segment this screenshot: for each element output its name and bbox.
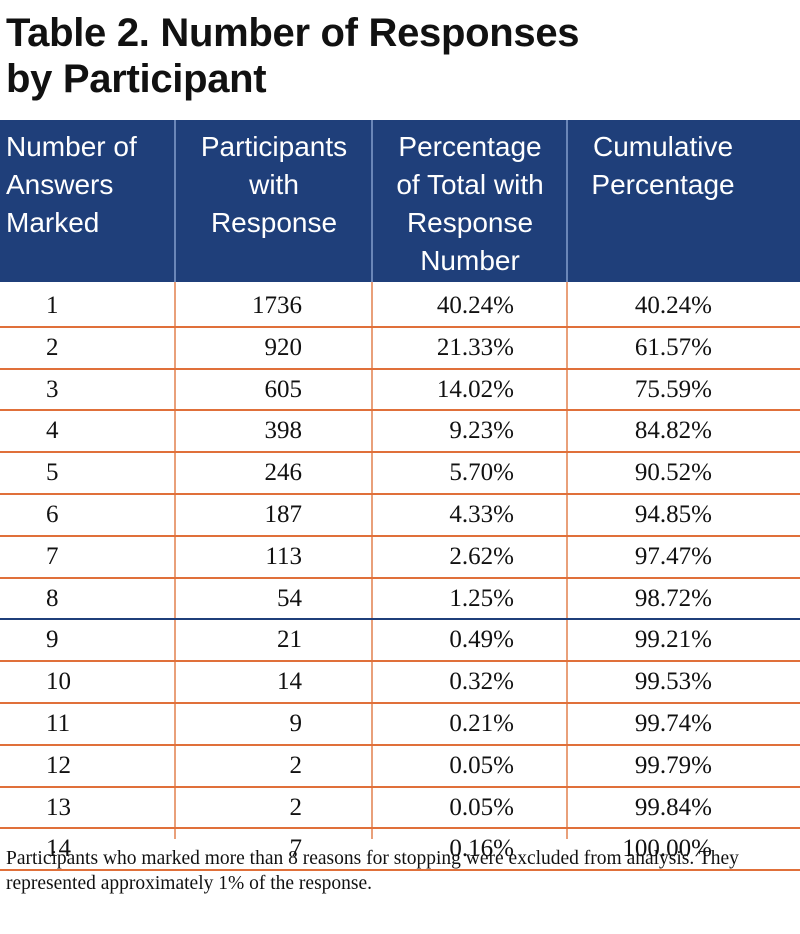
percentage: 0.05% — [449, 751, 514, 779]
header-answers-marked: Number of Answers Marked — [6, 131, 137, 238]
answers-marked: 14 — [46, 835, 71, 863]
percentage: 0.16% — [449, 835, 514, 863]
table-row: 8 54 1.25% 98.72% — [0, 579, 800, 621]
table-row: 1 1736 40.24% 40.24% — [0, 286, 800, 328]
percentage: 2.62% — [449, 542, 514, 570]
cumulative-percentage: 61.57% — [634, 333, 712, 361]
participants-count: 113 — [265, 542, 302, 570]
cumulative-percentage: 90.52% — [634, 459, 712, 487]
answers-marked: 7 — [46, 542, 59, 570]
answers-marked: 1 — [46, 292, 59, 319]
participants-count: 246 — [264, 459, 303, 487]
table-row: 9 21 0.49% 99.21% — [0, 620, 800, 663]
column-divider — [371, 282, 373, 839]
percentage: 1.25% — [449, 584, 514, 612]
participants-count: 21 — [277, 626, 302, 654]
participants-count: 9 — [289, 709, 303, 737]
table-row: 13 2 0.05% 99.84% — [0, 788, 800, 830]
table-row: 7 113 2.62% 97.47% — [0, 537, 800, 579]
table-row: 14 7 0.16% 100.00% — [0, 829, 800, 872]
answers-marked: 8 — [46, 584, 59, 612]
column-divider — [174, 282, 176, 839]
cumulative-percentage: 99.79% — [634, 751, 712, 779]
cumulative-percentage: 94.85% — [634, 500, 712, 528]
answers-marked: 13 — [46, 793, 71, 821]
percentage: 9.23% — [449, 417, 514, 445]
participants-count: 14 — [277, 668, 302, 696]
header-participants: Participants with Response — [200, 131, 348, 238]
participants-count: 920 — [264, 333, 303, 361]
header-divider — [174, 120, 176, 282]
title-line-1: Table 2. Number of Responses — [6, 11, 580, 55]
table-row: 4 398 9.23% 84.82% — [0, 411, 800, 454]
participants-count: 7 — [289, 835, 303, 863]
percentage: 4.33% — [449, 500, 514, 528]
cumulative-percentage: 40.24% — [634, 292, 712, 319]
answers-marked: 3 — [46, 375, 59, 403]
participants-count: 187 — [264, 500, 303, 528]
participants-count: 2 — [289, 751, 303, 779]
answers-marked: 2 — [46, 333, 59, 361]
table-row: 6 187 4.33% 94.85% — [0, 495, 800, 537]
cumulative-percentage: 99.21% — [634, 626, 712, 654]
cumulative-percentage: 100.00% — [622, 835, 712, 863]
percentage: 40.24% — [436, 292, 514, 319]
percentage: 0.05% — [449, 793, 514, 821]
percentage: 14.02% — [436, 375, 514, 403]
percentage: 0.21% — [449, 709, 514, 737]
table-row: 5 246 5.70% 90.52% — [0, 453, 800, 495]
cumulative-percentage: 84.82% — [634, 417, 712, 445]
participants-count: 2 — [289, 793, 303, 821]
header-cumulative: Cumulative Percentage — [591, 131, 735, 200]
cumulative-percentage: 75.59% — [634, 375, 712, 403]
cumulative-percentage: 97.47% — [634, 542, 712, 570]
table-row: 3 605 14.02% 75.59% — [0, 370, 800, 412]
percentage: 5.70% — [449, 459, 514, 487]
cumulative-percentage: 99.74% — [634, 709, 712, 737]
answers-marked: 5 — [46, 459, 59, 487]
cumulative-percentage: 99.53% — [634, 668, 712, 696]
table-footnote: Participants who marked more than 8 reas… — [6, 848, 739, 894]
participants-count: 1736 — [252, 292, 302, 319]
table-row: 12 2 0.05% 99.79% — [0, 746, 800, 788]
percentage: 0.49% — [449, 626, 514, 654]
answers-marked: 12 — [46, 751, 71, 779]
participants-count: 398 — [264, 417, 303, 445]
percentage: 21.33% — [436, 333, 514, 361]
cumulative-percentage: 99.84% — [634, 793, 712, 821]
answers-marked: 6 — [46, 500, 59, 528]
header-percentage: Percentage of Total with Response Number — [396, 131, 544, 276]
header-divider — [371, 120, 373, 282]
answers-marked: 10 — [46, 668, 71, 696]
percentage: 0.32% — [449, 668, 514, 696]
answers-marked: 9 — [46, 626, 59, 654]
table-row: 11 9 0.21% 99.74% — [0, 704, 800, 746]
answers-marked: 4 — [46, 417, 59, 445]
title-line-2: by Participant — [6, 57, 267, 101]
table-header: Number of Answers Marked Participants wi… — [0, 120, 800, 282]
participants-count: 54 — [277, 584, 302, 612]
table-row: 2 920 21.33% 61.57% — [0, 328, 800, 370]
header-divider — [566, 120, 568, 282]
column-divider — [566, 282, 568, 839]
cumulative-percentage: 98.72% — [634, 584, 712, 612]
participants-count: 605 — [264, 375, 303, 403]
table-body: 1 1736 40.24% 40.24% 2 920 21.33% 61.57%… — [0, 286, 800, 872]
answers-marked: 11 — [46, 709, 71, 737]
table-row: 10 14 0.32% 99.53% — [0, 662, 800, 704]
table-title: Table 2. Number of Responses by Particip… — [0, 0, 800, 110]
